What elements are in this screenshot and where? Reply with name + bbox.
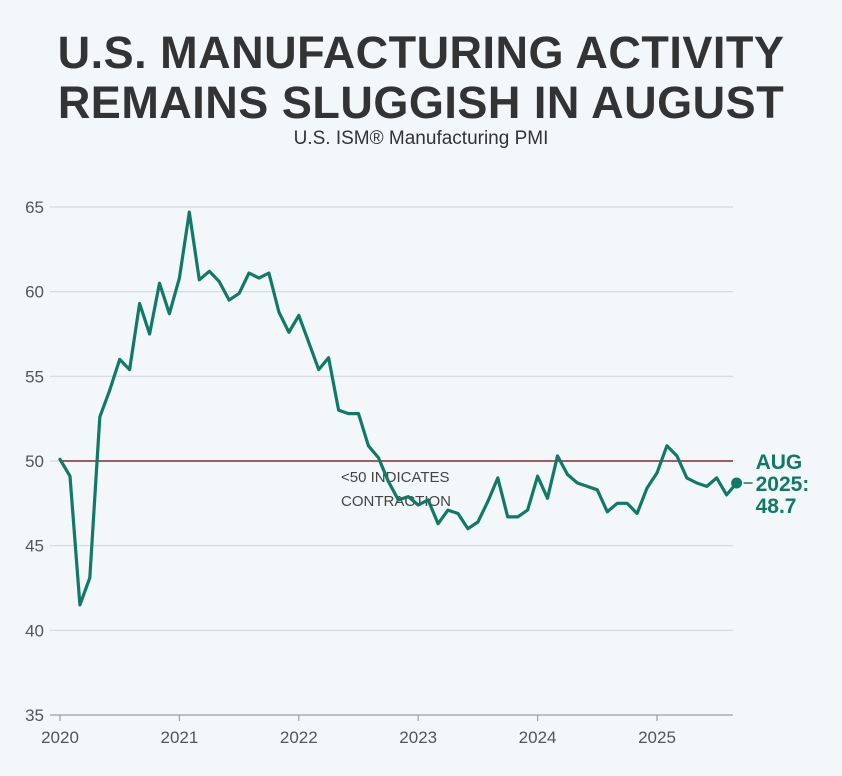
end-label-month: AUG bbox=[756, 451, 803, 474]
pmi-series-line bbox=[58, 210, 739, 607]
y-axis-ticks: 35 40 45 50 55 60 65 bbox=[25, 198, 44, 725]
chart-subtitle: U.S. ISM® Manufacturing PMI bbox=[293, 128, 549, 149]
threshold-annotation-line2: CONTRACTION bbox=[341, 493, 451, 510]
y-tick-label: 40 bbox=[25, 621, 44, 640]
title-line-2: REMAINS SLUGGISH IN AUGUST bbox=[57, 77, 785, 128]
end-label-value: 48.7 bbox=[756, 495, 797, 518]
x-tick-label: 2025 bbox=[638, 728, 676, 747]
x-tick-label: 2023 bbox=[399, 728, 437, 747]
x-tick-label: 2022 bbox=[280, 728, 318, 747]
title-line-1: U.S. MANUFACTURING ACTIVITY bbox=[57, 27, 785, 78]
y-tick-label: 45 bbox=[25, 537, 44, 556]
y-tick-label: 50 bbox=[25, 452, 44, 471]
chart-title: U.S. MANUFACTURING ACTIVITY REMAINS SLUG… bbox=[0, 28, 842, 128]
end-label-year: 2025: bbox=[756, 473, 810, 496]
x-tick-label: 2024 bbox=[519, 728, 557, 747]
y-tick-label: 55 bbox=[25, 367, 44, 386]
threshold-annotation-line1: <50 INDICATES bbox=[341, 469, 450, 486]
x-axis-ticks: 2020 2021 2022 2023 2024 2025 bbox=[41, 715, 676, 747]
y-tick-label: 65 bbox=[25, 198, 44, 217]
x-tick-label: 2021 bbox=[160, 728, 198, 747]
pmi-data-points bbox=[59, 211, 739, 607]
y-tick-label: 35 bbox=[25, 706, 44, 725]
latest-value-marker bbox=[731, 477, 743, 489]
x-tick-label: 2020 bbox=[41, 728, 79, 747]
y-tick-label: 60 bbox=[25, 283, 44, 302]
